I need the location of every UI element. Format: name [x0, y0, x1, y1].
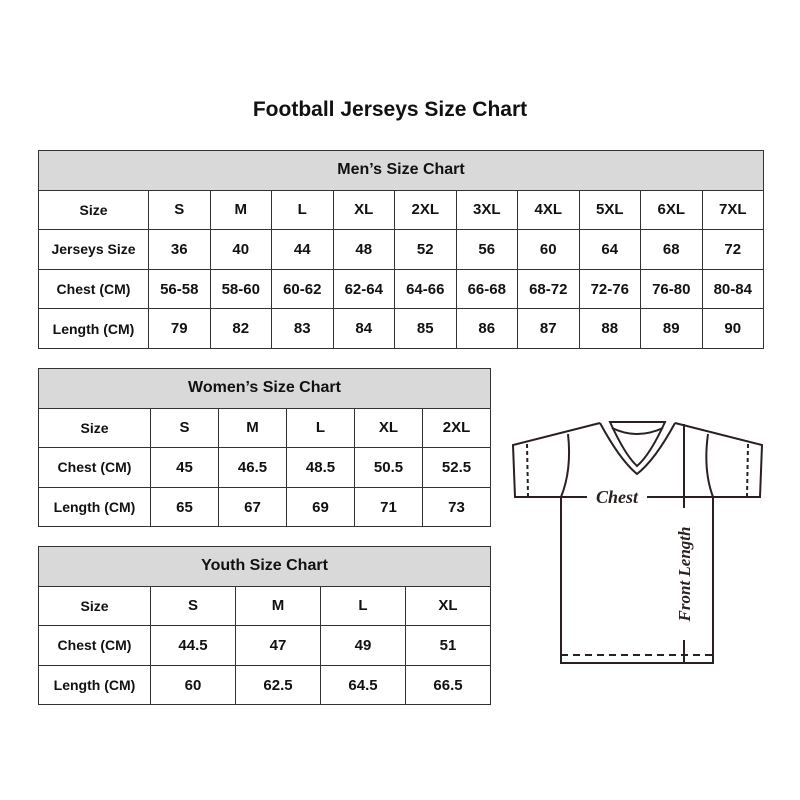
table-cell: 66-68	[455, 268, 518, 310]
table-row: Chest (CM) 45 46.5 48.5 50.5 52.5	[38, 447, 491, 488]
row-label: Size	[38, 407, 151, 449]
table-cell: 50.5	[354, 447, 423, 488]
row-label: Length (CM)	[38, 308, 149, 349]
womens-size-table: Women’s Size Chart Size S M L XL 2XL Chest (CM)…	[38, 368, 491, 528]
row-label: Chest (CM)	[38, 447, 151, 488]
table-cell: 73	[422, 486, 491, 528]
table-cell: 82	[209, 308, 272, 349]
table-cell: 86	[455, 308, 518, 349]
table-row: Jerseys Size 36 40 44 48 52 56 60 64 68 72	[38, 229, 764, 270]
table-cell: 90	[701, 308, 764, 349]
table-cell: 48	[332, 229, 395, 270]
row-label: Chest (CM)	[38, 625, 151, 666]
table-cell: 56-58	[148, 268, 211, 310]
table-cell: 87	[517, 308, 580, 349]
row-label: Length (CM)	[38, 486, 151, 528]
table-cell: 40	[209, 229, 272, 270]
table-cell: 49	[320, 625, 406, 666]
table-cell: 45	[150, 447, 219, 488]
youth-size-table: Youth Size Chart Size S M L XL Chest (CM) 44.5 4…	[38, 546, 491, 706]
table-row: Chest (CM) 44.5 47 49 51	[38, 625, 491, 666]
table-cell: 84	[332, 308, 395, 349]
table-cell: 65	[150, 486, 219, 528]
table-cell: 52.5	[422, 447, 491, 488]
table-cell: XL	[332, 189, 395, 231]
table-cell: 85	[394, 308, 457, 349]
row-label: Jerseys Size	[38, 229, 149, 270]
table-cell: 71	[354, 486, 423, 528]
table-row: Size S M L XL 2XL 3XL 4XL 5XL 6XL 7XL	[38, 189, 764, 231]
table-cell: L	[286, 407, 355, 449]
table-caption: Men’s Size Chart	[38, 150, 764, 191]
table-row: Size S M L XL	[38, 585, 491, 627]
table-row: Length (CM) 60 62.5 64.5 66.5	[38, 664, 491, 706]
table-row: Length (CM) 65 67 69 71 73	[38, 486, 491, 528]
table-cell: 47	[235, 625, 321, 666]
mens-size-table: Men’s Size Chart Size S M L XL 2XL 3XL 4XL 5XL 6XL…	[38, 150, 764, 349]
table-cell: 2XL	[422, 407, 491, 449]
table-row: Size S M L XL 2XL	[38, 407, 491, 449]
table-cell: 60	[150, 664, 236, 706]
table-cell: M	[218, 407, 287, 449]
table-cell: 60-62	[271, 268, 334, 310]
table-cell: 44	[271, 229, 334, 270]
table-cell: L	[320, 585, 406, 627]
table-cell: 80-84	[701, 268, 764, 310]
table-cell: 7XL	[701, 189, 764, 231]
table-cell: 64.5	[320, 664, 406, 706]
table-cell: 36	[148, 229, 211, 270]
table-cell: M	[235, 585, 321, 627]
row-label: Size	[38, 189, 149, 231]
table-cell: 68	[640, 229, 703, 270]
page-title: Football Jerseys Size Chart	[252, 98, 528, 121]
table-cell: 6XL	[640, 189, 703, 231]
table-cell: 72-76	[578, 268, 641, 310]
chest-label: Chest	[596, 487, 639, 507]
table-caption: Women’s Size Chart	[38, 368, 491, 409]
table-cell: 66.5	[405, 664, 491, 706]
table-row: Length (CM) 79 82 83 84 85 86 87 88 89 90	[38, 308, 764, 349]
row-label: Size	[38, 585, 151, 627]
table-cell: 48.5	[286, 447, 355, 488]
table-cell: XL	[354, 407, 423, 449]
table-cell: 88	[578, 308, 641, 349]
table-cell: 68-72	[517, 268, 580, 310]
table-caption: Youth Size Chart	[38, 546, 491, 587]
table-cell: 79	[148, 308, 211, 349]
table-cell: 60	[517, 229, 580, 270]
table-cell: S	[150, 585, 236, 627]
table-cell: 62.5	[235, 664, 321, 706]
front-length-label: Front Length	[675, 527, 694, 623]
table-cell: 69	[286, 486, 355, 528]
table-cell: 44.5	[150, 625, 236, 666]
table-cell: 5XL	[578, 189, 641, 231]
table-cell: 62-64	[332, 268, 395, 310]
table-cell: 51	[405, 625, 491, 666]
table-cell: 67	[218, 486, 287, 528]
table-cell: L	[271, 189, 334, 231]
table-cell: XL	[405, 585, 491, 627]
table-cell: 76-80	[640, 268, 703, 310]
